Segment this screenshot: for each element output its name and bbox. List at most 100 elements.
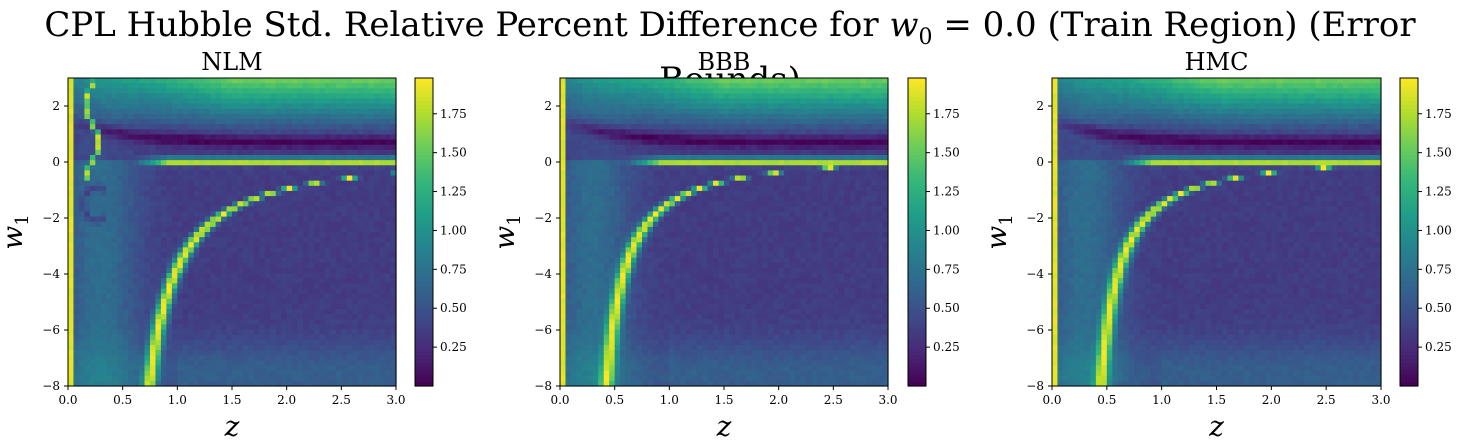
heatmap-cell bbox=[609, 93, 616, 100]
heatmap-cell bbox=[144, 283, 151, 290]
heatmap-cell bbox=[308, 155, 315, 161]
heatmap-cell bbox=[314, 237, 321, 243]
heatmap-cell bbox=[275, 329, 282, 336]
heatmap-cell bbox=[357, 365, 364, 372]
heatmap-cell bbox=[281, 314, 288, 320]
heatmap-cell bbox=[253, 144, 260, 151]
heatmap-cell bbox=[636, 165, 643, 171]
heatmap-cell bbox=[117, 324, 124, 331]
heatmap-cell bbox=[95, 139, 102, 146]
heatmap-cell bbox=[232, 165, 239, 171]
heatmap-cell bbox=[292, 252, 299, 259]
heatmap-cell bbox=[106, 314, 113, 320]
heatmap-cell bbox=[631, 206, 638, 213]
heatmap-cell bbox=[204, 319, 211, 325]
heatmap-cell bbox=[335, 242, 342, 248]
heatmap-cell bbox=[95, 113, 102, 120]
heatmap-cell bbox=[193, 190, 200, 197]
heatmap-cell bbox=[581, 329, 588, 336]
heatmap-cell bbox=[335, 380, 342, 387]
heatmap-cell bbox=[324, 232, 331, 238]
heatmap-cell bbox=[78, 124, 85, 130]
heatmap-cell bbox=[182, 329, 189, 336]
heatmap-cell bbox=[297, 211, 304, 218]
heatmap-cell bbox=[292, 201, 299, 207]
heatmap-cell bbox=[379, 370, 386, 377]
heatmap-cell bbox=[357, 103, 364, 110]
heatmap-cell bbox=[221, 329, 228, 336]
heatmap-cell bbox=[598, 319, 605, 325]
heatmap-cell bbox=[73, 267, 80, 274]
heatmap-cell bbox=[232, 319, 239, 325]
heatmap-cell bbox=[133, 155, 140, 161]
heatmap-cell bbox=[270, 314, 277, 320]
heatmap-cell bbox=[620, 314, 627, 320]
heatmap-cell bbox=[592, 88, 599, 94]
heatmap-cell bbox=[128, 319, 135, 325]
x-tick-label: 0.0 bbox=[58, 393, 77, 407]
heatmap-cell bbox=[346, 298, 353, 305]
colorbar-segment bbox=[415, 278, 433, 283]
heatmap-cell bbox=[286, 88, 293, 94]
panel-bbb: 0.0 0.5 1.0 1.5 2.0 2.5 3.0−8−6−4−202BBBzw10.2… bbox=[488, 48, 960, 443]
heatmap-cell bbox=[341, 160, 348, 166]
heatmap-cell bbox=[226, 314, 233, 320]
heatmap-cell bbox=[652, 309, 659, 315]
heatmap-cell bbox=[385, 206, 392, 213]
heatmap-cell bbox=[330, 303, 337, 310]
heatmap-cell bbox=[374, 370, 381, 377]
heatmap-cell bbox=[647, 375, 654, 382]
heatmap-cell bbox=[570, 252, 577, 259]
heatmap-cell bbox=[253, 365, 260, 372]
heatmap-cell bbox=[368, 144, 375, 151]
heatmap-cell bbox=[264, 283, 271, 290]
heatmap-cell bbox=[330, 113, 337, 120]
heatmap-cell bbox=[111, 267, 118, 274]
heatmap-cell bbox=[357, 278, 364, 284]
heatmap-cell bbox=[319, 216, 326, 223]
heatmap-cell bbox=[631, 201, 638, 207]
heatmap-cell bbox=[357, 93, 364, 100]
heatmap-cell bbox=[139, 221, 146, 228]
heatmap-cell bbox=[242, 216, 249, 223]
heatmap-cell bbox=[565, 144, 572, 151]
heatmap-cell bbox=[330, 339, 337, 346]
heatmap-cell bbox=[368, 190, 375, 197]
heatmap-cell bbox=[248, 165, 255, 171]
heatmap-cell bbox=[346, 283, 353, 290]
heatmap-cell bbox=[160, 98, 167, 105]
heatmap-cell bbox=[625, 211, 632, 218]
heatmap-cell bbox=[139, 119, 146, 125]
heatmap-cell bbox=[625, 78, 632, 84]
heatmap-cell bbox=[292, 370, 299, 377]
heatmap-cell bbox=[581, 273, 588, 279]
heatmap-cell bbox=[357, 226, 364, 233]
heatmap-cell bbox=[248, 252, 255, 259]
heatmap-cell bbox=[100, 216, 107, 223]
heatmap-cell bbox=[357, 370, 364, 377]
heatmap-cell bbox=[232, 216, 239, 223]
heatmap-cell bbox=[226, 108, 233, 115]
heatmap-cell bbox=[631, 129, 638, 136]
heatmap-cell bbox=[576, 309, 583, 315]
heatmap-cell bbox=[603, 370, 610, 377]
heatmap-cell bbox=[663, 298, 670, 305]
heatmap-cell bbox=[286, 355, 293, 361]
heatmap-cell bbox=[609, 293, 616, 300]
heatmap-cell bbox=[368, 380, 375, 387]
heatmap-cell bbox=[385, 124, 392, 130]
heatmap-cell bbox=[89, 232, 96, 238]
heatmap-cell bbox=[160, 350, 167, 356]
heatmap-cell bbox=[133, 324, 140, 331]
heatmap-cell bbox=[286, 155, 293, 161]
heatmap-cell bbox=[352, 232, 359, 238]
heatmap-cell bbox=[297, 375, 304, 382]
heatmap-cell bbox=[78, 201, 85, 207]
heatmap-cell bbox=[570, 83, 577, 89]
heatmap-cell bbox=[242, 257, 249, 264]
heatmap-cell bbox=[78, 324, 85, 331]
heatmap-cell bbox=[297, 78, 304, 84]
heatmap-cell bbox=[193, 314, 200, 320]
heatmap-cell bbox=[368, 103, 375, 110]
heatmap-cell bbox=[374, 149, 381, 156]
